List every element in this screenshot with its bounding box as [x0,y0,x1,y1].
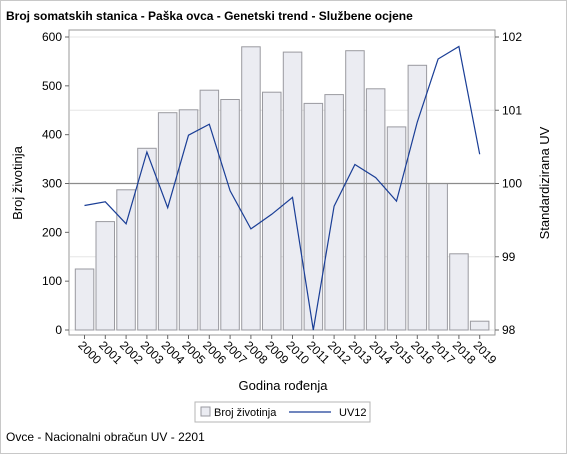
bar [137,147,157,331]
legend-box [194,401,371,423]
right-axis-tick-label: 101 [502,103,522,117]
right-axis-tick-label: 102 [502,30,522,44]
bars-layer [74,46,490,331]
left-axis-tick-label: 0 [55,323,62,337]
x-axis-tick-label: 2000 [75,338,104,367]
legend: Broj životinja UV12 [194,401,371,423]
right-axis-tick-label: 98 [502,323,516,337]
right-axis-tick-label: 99 [502,250,516,264]
left-axis-tick-label: 300 [42,177,62,191]
bar [428,183,448,331]
left-axis-title: Broj životinja [10,145,25,219]
bar [262,91,282,331]
plot-frame [68,29,496,336]
left-axis-tick-label: 100 [42,274,62,288]
bar [116,189,136,331]
bar [303,102,324,331]
bar [324,94,344,331]
legend-label-line: UV12 [339,407,367,419]
bar [95,221,115,331]
right-axis-tick-label: 100 [502,177,522,191]
bar [178,109,199,331]
bar [199,89,220,331]
left-axis-tick-label: 400 [42,128,62,142]
line-series-layer [84,45,481,331]
bar [74,268,95,331]
bar [407,64,428,331]
bar [469,320,490,331]
bar [282,51,303,331]
left-axis-tick-label: 600 [42,30,62,44]
bar [449,253,469,331]
bar [157,112,178,331]
bar [345,50,365,331]
uv12-line [84,45,481,331]
bar [220,99,240,331]
chart-title: Broj somatskih stanica - Paška ovca - Ge… [6,9,413,23]
legend-bar-swatch [200,406,211,417]
bar [241,46,261,331]
bar [386,126,407,331]
bar [365,88,386,331]
left-axis-tick-label: 200 [42,225,62,239]
footnote: Ovce - Nacionalni obračun UV - 2201 [6,430,205,444]
x-axis-title: Godina rođenja [239,378,329,393]
left-axis-tick-label: 500 [42,79,62,93]
right-axis-title: Standardizirana UV [537,126,552,239]
legend-label-bars: Broj životinja [214,407,277,419]
